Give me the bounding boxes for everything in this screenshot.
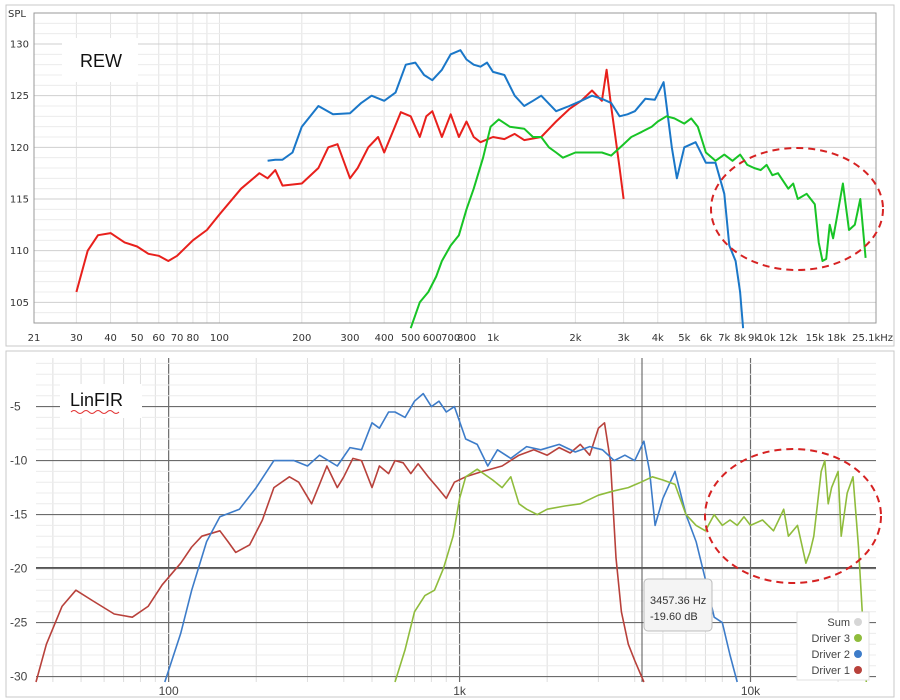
rew-x-tick-label: 200 [292,333,311,344]
rew-highlight-ellipse [710,147,884,271]
rew-x-tick-label: 12k [779,333,798,344]
rew-ylabel: SPL [8,9,26,20]
rew-x-tick-label: 700 [441,333,460,344]
linfir-grid [36,358,876,682]
rew-x-tick-label: 10k [757,333,776,344]
rew-x-tick-label: 2k [569,333,581,344]
linfir-x-ticks: 100 1k 10k [159,684,762,698]
rew-x-tick-label: 600 [423,333,442,344]
rew-series-group [75,49,867,329]
legend-dot-sum[interactable] [854,618,862,626]
rew-y-tick-label: 115 [10,195,29,206]
linfir-x-tick-label: 1k [453,684,467,698]
rew-plot-border [33,12,877,324]
rew-x-tick-label: 21 [28,333,41,344]
legend-dot-driver3[interactable] [854,634,862,642]
rew-x-tick-label: 80 [187,333,200,344]
rew-x-tick-label: 400 [375,333,394,344]
rew-y-tick-label: 125 [10,91,29,102]
rew-badge: REW [80,51,122,71]
linfir-badge: LinFIR [70,390,123,410]
linfir-series-group [35,392,868,683]
legend-label-driver1: Driver 1 [811,665,850,677]
legend-dot-driver2[interactable] [854,650,862,658]
linfir-panel: -5 -10 -15 -20 -25 -30 100 1k 10k LinFIR 3457.3… [5,350,895,698]
rew-y-tick-label: 105 [10,298,29,309]
rew-series-2 [409,115,867,329]
rew-frame [5,4,895,347]
rew-x-tick-label: 500 [401,333,420,344]
rew-x-tick-label: 100 [210,333,229,344]
linfir-y-tick-label: -10 [10,454,28,468]
linfir-series-driver-1 [35,422,645,683]
linfir-y-tick-label: -30 [10,670,28,684]
rew-x-tick-label: 15k [806,333,825,344]
linfir-legend: Sum Driver 3 Driver 2 Driver 1 [796,611,870,681]
rew-x-tick-label: 8k [734,333,746,344]
rew-x-tick-label: 300 [340,333,359,344]
legend-label-driver3: Driver 3 [811,633,850,645]
rew-x-tick-label: 9k [748,333,760,344]
rew-panel: 105 110 115 120 125 130 21 30 40 50 60 70 80 100 200 3… [5,4,895,347]
rew-x-tick-label: 50 [131,333,144,344]
spellcheck-underline [70,410,120,414]
rew-x-tick-label: 800 [457,333,476,344]
legend-dot-driver1[interactable] [854,666,862,674]
linfir-y-tick-label: -25 [10,616,28,630]
legend-label-driver2: Driver 2 [811,649,850,661]
rew-x-tick-label: 6k [700,333,712,344]
rew-y-tick-label: 130 [10,40,29,51]
tooltip-box [643,578,713,632]
linfir-x-tick-label: 100 [159,684,179,698]
rew-x-tick-label: 1k [487,333,499,344]
rew-x-tick-label: 7k [718,333,730,344]
rew-series-0 [75,68,625,293]
rew-x-tick-label: 3k [618,333,630,344]
rew-x-tick-label: 70 [171,333,184,344]
rew-x-tick-label: 25.1kHz [852,333,893,344]
linfir-x-tick-label: 10k [741,684,761,698]
linfir-highlight-ellipse [704,448,882,584]
rew-badge-bg [62,38,138,82]
tooltip-level: -19.60 dB [650,611,698,623]
linfir-series-driver-3 [394,459,868,683]
legend-label-sum: Sum [827,617,850,629]
rew-x-tick-label: 5k [678,333,690,344]
cursor-tooltip: 3457.36 Hz -19.60 dB [643,578,713,632]
linfir-y-tick-label: -5 [10,400,21,414]
rew-x-tick-label: 40 [104,333,117,344]
linfir-y-tick-label: -20 [10,562,28,576]
rew-series-1 [267,49,745,329]
rew-y-tick-label: 110 [10,246,29,257]
linfir-y-tick-label: -15 [10,508,28,522]
rew-y-tick-label: 120 [10,143,29,154]
linfir-y-ticks: -5 -10 -15 -20 -25 -30 [10,400,28,684]
rew-x-tick-label: 30 [70,333,83,344]
rew-x-tick-label: 18k [827,333,846,344]
rew-x-tick-label: 4k [652,333,664,344]
linfir-series-driver-2 [164,392,738,683]
rew-y-ticks: 105 110 115 120 125 130 [10,40,29,309]
tooltip-freq: 3457.36 Hz [650,595,706,607]
rew-x-tick-label: 60 [152,333,165,344]
